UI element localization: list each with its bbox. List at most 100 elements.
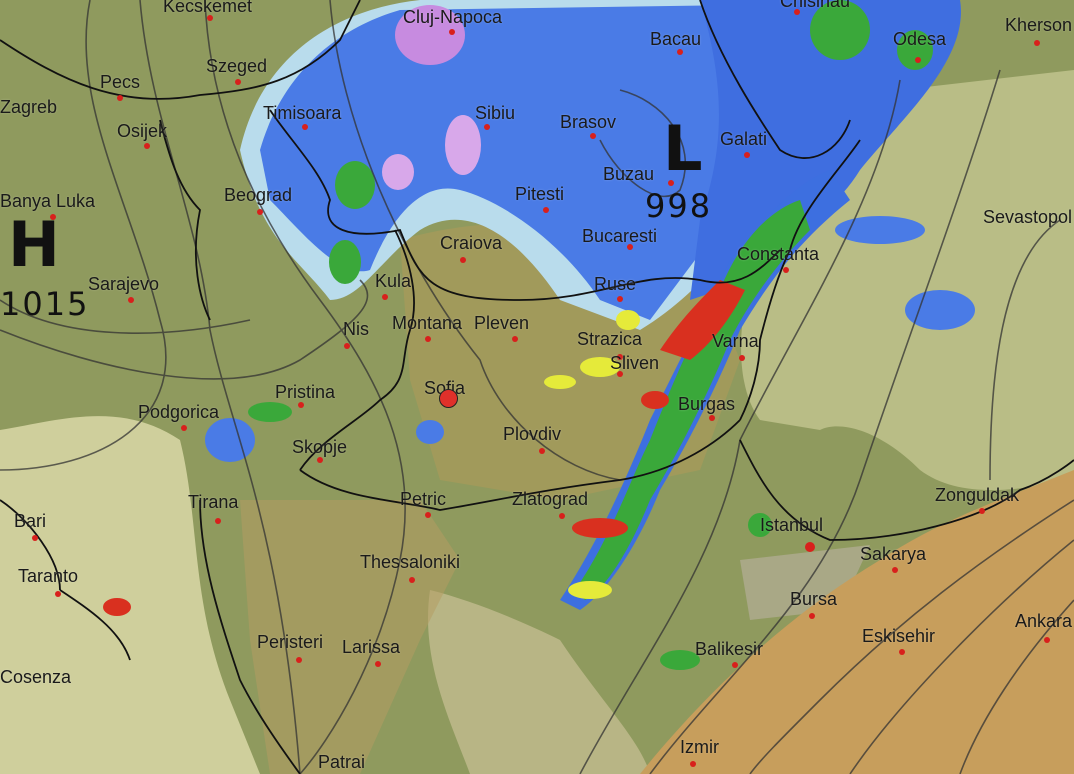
city-label-bursa: Bursa <box>790 589 838 609</box>
rain-cell <box>835 216 925 244</box>
city-dot-balikesir[interactable] <box>732 662 738 668</box>
city-label-eskisehir: Eskisehir <box>862 626 936 646</box>
isobar <box>579 79 901 774</box>
city-dot-peristeri[interactable] <box>296 657 302 663</box>
city-label-sevastopol: Sevastopol <box>982 207 1072 227</box>
city-label-zlatograd: Zlatograd <box>512 489 589 509</box>
city-dot-montana[interactable] <box>425 336 431 342</box>
city-label-patrai: Patrai <box>318 752 366 772</box>
storm-cell <box>616 310 640 330</box>
storm-cell <box>103 598 131 616</box>
city-label-cosenza: Cosenza <box>0 667 72 687</box>
city-dot-odesa[interactable] <box>915 57 921 63</box>
city-dot-sibiu[interactable] <box>484 124 490 130</box>
city-label-timisoara: Timisoara <box>263 103 342 123</box>
city-dot-craiova[interactable] <box>460 257 466 263</box>
city-dot-zlatograd[interactable] <box>559 513 565 519</box>
city-label-osijek: Osijek <box>117 121 168 141</box>
city-label-skopje: Skopje <box>292 437 348 457</box>
city-dot-petric[interactable] <box>425 512 431 518</box>
city-dot-tirana[interactable] <box>215 518 221 524</box>
isobar <box>749 499 1074 774</box>
city-dot-galati[interactable] <box>744 152 750 158</box>
city-dot-zonguldak[interactable] <box>979 508 985 514</box>
city-label-bucaresti: Bucaresti <box>582 226 658 246</box>
isobar <box>989 219 1061 481</box>
city-dot-kherson[interactable] <box>1034 40 1040 46</box>
city-dot-sliven[interactable] <box>617 371 623 377</box>
rain-cell <box>248 402 292 422</box>
city-dot-izmir[interactable] <box>690 761 696 767</box>
city-dot-pecs[interactable] <box>117 95 123 101</box>
city-dot-podgorica[interactable] <box>181 425 187 431</box>
city-dot-sarajevo[interactable] <box>128 297 134 303</box>
city-dot-beograd[interactable] <box>257 209 263 215</box>
city-label-sibiu: Sibiu <box>475 103 516 123</box>
city-label-buzau: Buzau <box>603 164 655 184</box>
city-dot-nis[interactable] <box>344 343 350 349</box>
city-dot-brasov[interactable] <box>590 133 596 139</box>
city-dot-szeged[interactable] <box>235 79 241 85</box>
low-pressure-symbol: L <box>663 112 703 185</box>
storm-cell <box>568 581 612 599</box>
border <box>699 0 851 159</box>
city-label-montana: Montana <box>392 313 463 333</box>
city-dot-varna[interactable] <box>739 355 745 361</box>
city-dot-bacau[interactable] <box>677 49 683 55</box>
city-dot-strazica[interactable] <box>617 354 623 360</box>
isobar <box>204 0 406 774</box>
city-dot-taranto[interactable] <box>55 591 61 597</box>
city-label-ruse: Ruse <box>594 274 637 294</box>
storm-cell <box>641 391 669 409</box>
city-label-zagreb: Zagreb <box>0 97 58 117</box>
high-pressure-value: 1015 <box>0 285 90 323</box>
city-dot-bursa[interactable] <box>809 613 815 619</box>
city-dot-osijek[interactable] <box>144 143 150 149</box>
city-label-galati: Galati <box>720 129 768 149</box>
city-dot-pleven[interactable] <box>512 336 518 342</box>
selected-location-marker[interactable] <box>439 389 458 408</box>
city-dot-banya-luka[interactable] <box>50 214 56 220</box>
city-dot-thessaloniki[interactable] <box>409 577 415 583</box>
city-dot-bari[interactable] <box>32 535 38 541</box>
anatolia-land <box>640 470 1074 774</box>
city-label-burgas: Burgas <box>678 394 736 414</box>
city-dot-sakarya[interactable] <box>892 567 898 573</box>
city-label-kherson: Kherson <box>1004 15 1072 35</box>
rain-cell <box>897 30 933 70</box>
isobar <box>329 0 621 481</box>
city-dot-bucaresti[interactable] <box>627 244 633 250</box>
city-dot-chisinau[interactable] <box>794 9 800 15</box>
city-dot-istanbul[interactable] <box>805 542 815 552</box>
city-dot-pitesti[interactable] <box>543 207 549 213</box>
city-dot-cluj-napoca[interactable] <box>449 29 455 35</box>
city-dot-larissa[interactable] <box>375 661 381 667</box>
city-dot-burgas[interactable] <box>709 415 715 421</box>
city-label-petric: Petric <box>400 489 447 509</box>
border <box>299 229 415 471</box>
city-dot-buzau[interactable] <box>668 180 674 186</box>
city-dot-skopje[interactable] <box>317 457 323 463</box>
city-dot-kecskemet[interactable] <box>207 15 213 21</box>
rain-cell <box>810 0 870 60</box>
isobar <box>599 89 686 198</box>
rain-cell <box>205 418 255 462</box>
rain-cell <box>329 240 361 284</box>
city-dot-ankara[interactable] <box>1044 637 1050 643</box>
rain-cell <box>660 650 700 670</box>
city-dot-plovdiv[interactable] <box>539 448 545 454</box>
city-label-chisinau: Chisinau <box>780 0 851 11</box>
city-dot-constanta[interactable] <box>783 267 789 273</box>
greece-land <box>240 500 460 774</box>
city-dot-timisoara[interactable] <box>302 124 308 130</box>
city-dot-ruse[interactable] <box>617 296 623 302</box>
city-dot-pristina[interactable] <box>298 402 304 408</box>
city-dot-kula[interactable] <box>382 294 388 300</box>
city-label-banya-luka: Banya Luka <box>0 191 96 211</box>
city-dot-eskisehir[interactable] <box>899 649 905 655</box>
isobar <box>0 279 369 380</box>
city-label-peristeri: Peristeri <box>257 632 324 652</box>
coastline <box>739 439 1074 541</box>
